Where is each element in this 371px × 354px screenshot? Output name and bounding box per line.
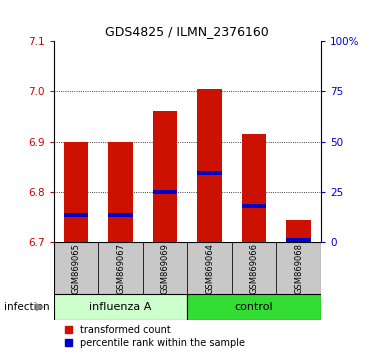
Text: GSM869064: GSM869064 (205, 243, 214, 293)
Legend: transformed count, percentile rank within the sample: transformed count, percentile rank withi… (65, 325, 245, 348)
Bar (232, 242, 276, 294)
Bar (153, 190, 177, 194)
Bar (286, 220, 311, 242)
Bar (187, 242, 232, 294)
Title: GDS4825 / ILMN_2376160: GDS4825 / ILMN_2376160 (105, 25, 269, 38)
Bar (54, 294, 187, 320)
Text: GSM869067: GSM869067 (116, 242, 125, 294)
Text: influenza A: influenza A (89, 302, 152, 312)
Bar (64, 213, 88, 217)
Text: infection: infection (4, 302, 49, 312)
Text: control: control (235, 302, 273, 312)
Bar (187, 294, 321, 320)
Bar (98, 242, 143, 294)
Text: ▶: ▶ (36, 302, 44, 312)
Bar (108, 213, 133, 217)
Bar (242, 134, 266, 242)
Text: GSM869066: GSM869066 (250, 242, 259, 294)
Bar (143, 242, 187, 294)
Text: GSM869069: GSM869069 (161, 243, 170, 293)
Bar (276, 242, 321, 294)
Bar (197, 171, 222, 175)
Text: GSM869068: GSM869068 (294, 242, 303, 294)
Text: GSM869065: GSM869065 (72, 243, 81, 293)
Bar (286, 238, 311, 242)
Bar (197, 88, 222, 242)
Bar (108, 142, 133, 242)
Bar (54, 242, 98, 294)
Bar (153, 112, 177, 242)
Bar (64, 142, 88, 242)
Bar (242, 204, 266, 208)
